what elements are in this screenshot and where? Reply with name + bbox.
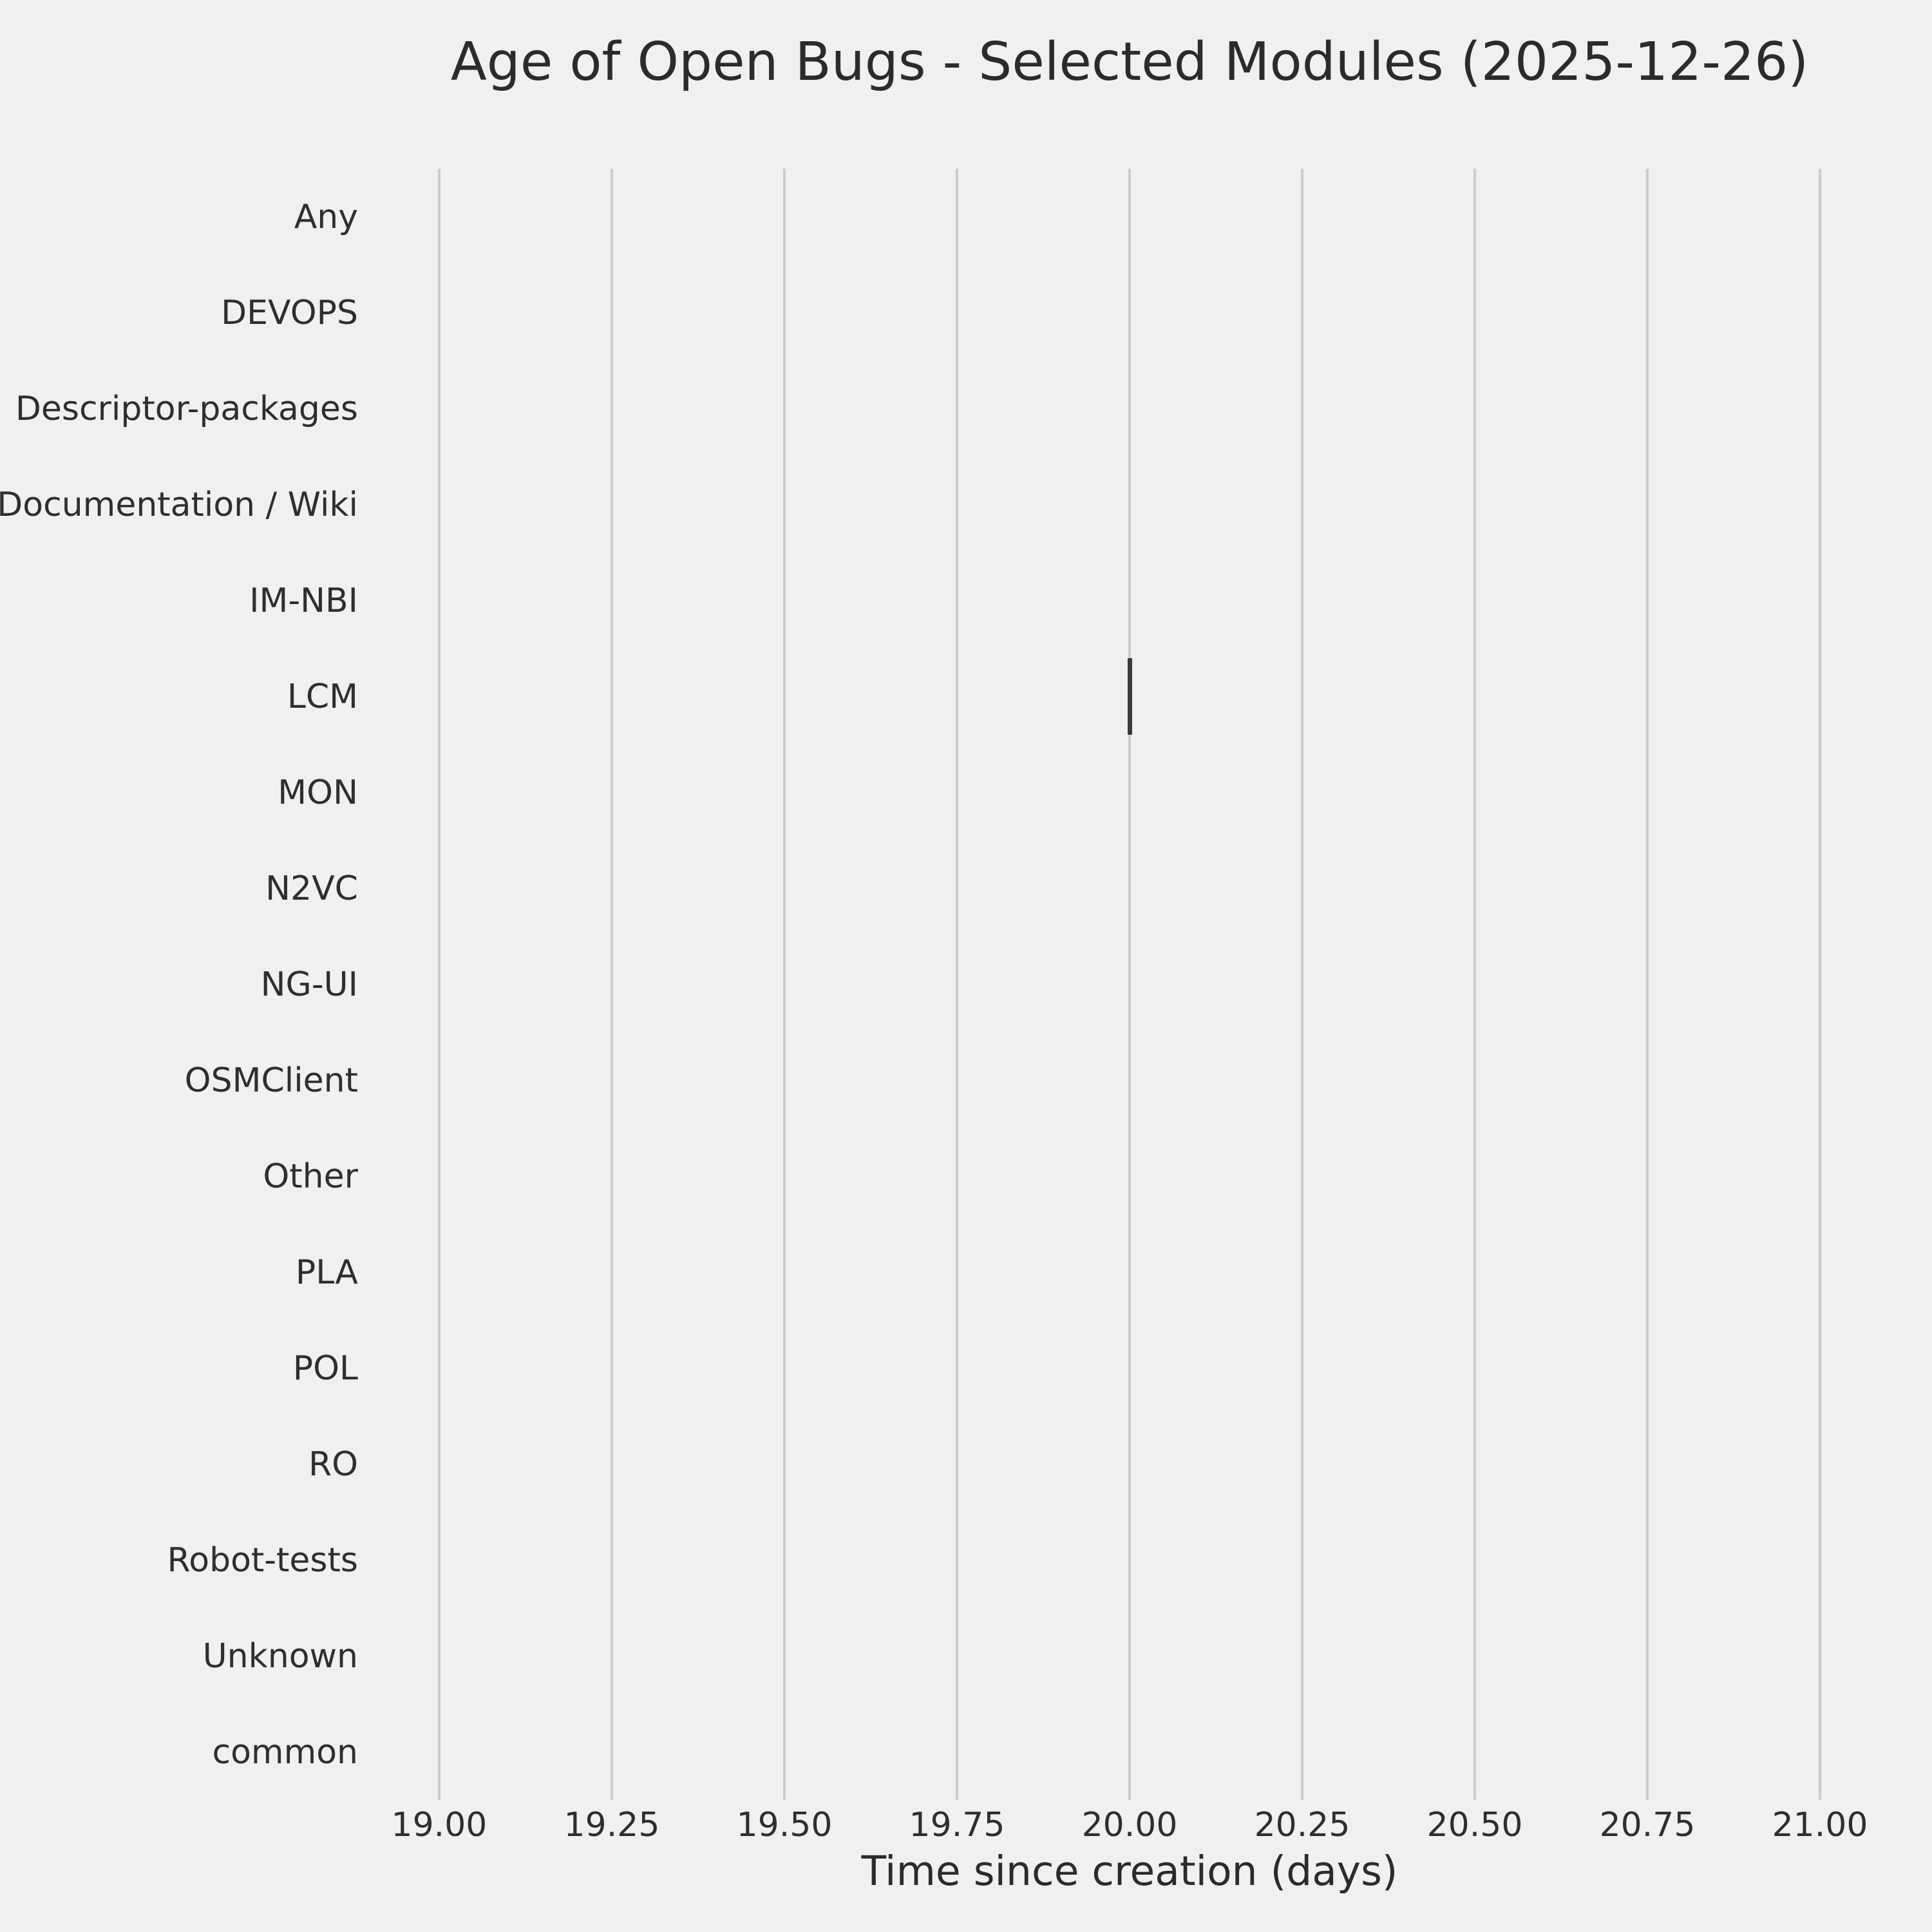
- chart-title: Age of Open Bugs - Selected Modules (202…: [450, 32, 1809, 93]
- gridline: [610, 169, 613, 1800]
- y-tick-label: Any: [294, 197, 358, 236]
- y-tick-label: IM-NBI: [249, 581, 358, 620]
- y-tick-label: Unknown: [202, 1636, 358, 1676]
- y-tick-label: POL: [292, 1349, 358, 1388]
- gridline: [1819, 169, 1822, 1800]
- y-tick-label: LCM: [287, 677, 358, 716]
- gridline: [955, 169, 958, 1800]
- y-tick-label: Documentation / Wiki: [0, 485, 358, 524]
- y-tick-label: Other: [263, 1157, 358, 1196]
- plot-area: [399, 169, 1860, 1800]
- y-tick-label: Descriptor-packages: [15, 389, 358, 428]
- gridline: [1646, 169, 1649, 1800]
- x-tick-label: 19.00: [391, 1806, 488, 1844]
- x-tick-label: 20.50: [1426, 1806, 1523, 1844]
- gridline: [1128, 169, 1131, 1800]
- y-tick-label: common: [212, 1732, 358, 1772]
- x-axis-label: Time since creation (days): [861, 1848, 1398, 1895]
- x-tick-label: 19.75: [909, 1806, 1005, 1844]
- y-tick-label: RO: [308, 1444, 358, 1484]
- y-tick-label: PLA: [295, 1253, 358, 1292]
- x-tick-label: 19.50: [736, 1806, 833, 1844]
- box-marker-lcm: [1127, 658, 1132, 735]
- y-tick-label: Robot-tests: [167, 1540, 358, 1580]
- x-tick-label: 21.00: [1772, 1806, 1868, 1844]
- x-tick-label: 19.25: [564, 1806, 660, 1844]
- gridline: [437, 169, 440, 1800]
- y-tick-label: N2VC: [265, 869, 358, 908]
- y-tick-label: NG-UI: [260, 965, 358, 1004]
- x-tick-label: 20.00: [1081, 1806, 1178, 1844]
- y-tick-label: OSMClient: [184, 1061, 358, 1100]
- y-tick-label: DEVOPS: [221, 293, 358, 332]
- x-tick-label: 20.25: [1254, 1806, 1350, 1844]
- y-tick-label: MON: [278, 773, 358, 812]
- x-tick-label: 20.75: [1599, 1806, 1696, 1844]
- gridline: [782, 169, 786, 1800]
- gridline: [1473, 169, 1477, 1800]
- gridline: [1301, 169, 1303, 1800]
